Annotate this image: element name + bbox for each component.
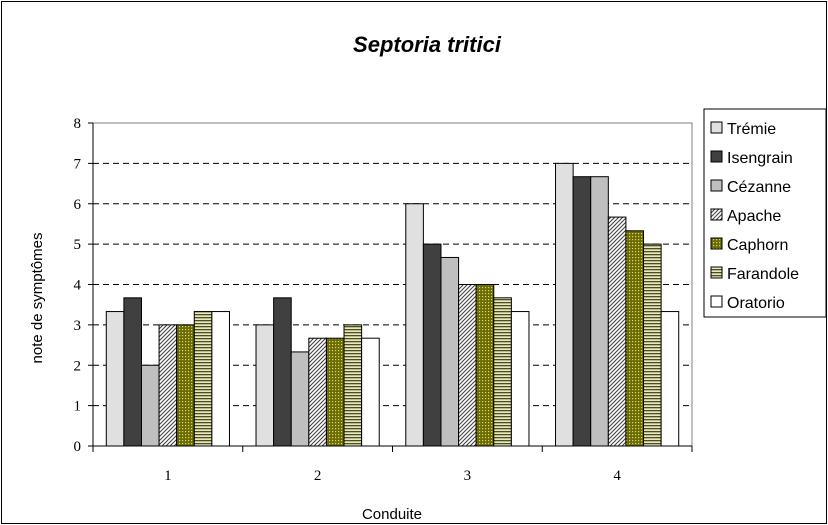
bar (625, 230, 645, 447)
y-tick-label: 4 (74, 278, 82, 294)
bars-layer (105, 162, 680, 447)
x-axis-label: Conduite (362, 506, 422, 523)
bar (361, 337, 380, 447)
bar (572, 176, 592, 447)
bar (422, 243, 442, 447)
legend-swatch (710, 121, 723, 134)
bar (176, 324, 195, 447)
bar (290, 351, 310, 447)
bar (405, 203, 424, 447)
legend-label: Cézanne (727, 179, 791, 196)
bar (458, 284, 477, 447)
legend-swatch (710, 295, 723, 308)
legend-box (703, 108, 827, 318)
bar (643, 243, 662, 447)
legend-swatch (710, 150, 723, 163)
bar (660, 311, 680, 447)
y-axis-label: note de symptômes (29, 233, 46, 364)
y-tick-label: 2 (74, 358, 82, 374)
legend-swatch (710, 179, 723, 192)
x-tick-label: 1 (164, 468, 172, 484)
bar (493, 297, 512, 447)
bar (510, 311, 530, 447)
legend-label: Apache (727, 208, 781, 225)
bar (211, 311, 230, 447)
legend-label: Oratorio (727, 295, 785, 312)
bar (308, 337, 327, 447)
bar (440, 256, 460, 447)
x-tick-label: 4 (613, 468, 621, 484)
legend: Trémie Isengrain Cézanne Apache Caphorn Faran… (703, 108, 827, 318)
legend-swatch (710, 237, 723, 250)
legend-swatch (710, 208, 723, 221)
bar (325, 337, 345, 447)
y-tick-label: 3 (74, 318, 82, 334)
chart-title: Septoria tritici (353, 32, 502, 57)
axes-layer: 0 1 2 3 4 5 6 7 8 1 2 3 4 (74, 116, 693, 484)
x-tick-label: 3 (464, 468, 472, 484)
bar (607, 216, 627, 447)
y-tick-label: 0 (74, 439, 82, 455)
bar (555, 162, 574, 447)
bar (255, 324, 275, 447)
bar (343, 324, 363, 447)
x-tick-label: 2 (314, 468, 322, 484)
y-tick-label: 8 (74, 116, 82, 132)
y-tick-label: 5 (74, 237, 82, 253)
bar (158, 324, 178, 447)
legend-label: Caphorn (727, 237, 788, 254)
legend-swatch (710, 266, 723, 279)
bar (105, 311, 125, 447)
bar (140, 364, 160, 447)
legend-label: Farandole (727, 266, 799, 283)
y-tick-label: 7 (74, 156, 82, 172)
bar (273, 297, 292, 447)
bar (475, 284, 495, 447)
y-tick-label: 1 (74, 399, 82, 415)
legend-label: Isengrain (727, 150, 793, 167)
bar (193, 311, 213, 447)
bar (590, 176, 609, 447)
bar (123, 297, 142, 447)
y-tick-label: 6 (74, 197, 82, 213)
legend-label: Trémie (727, 121, 776, 138)
